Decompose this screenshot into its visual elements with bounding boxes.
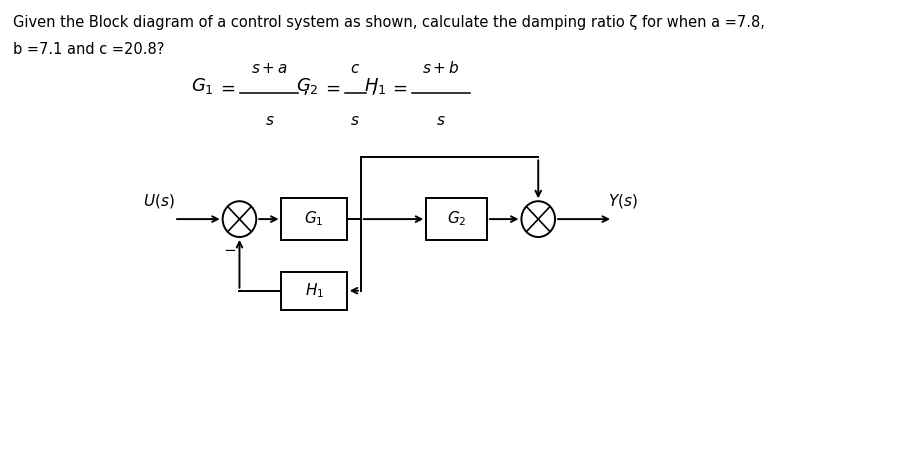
Text: $=$: $=$: [217, 79, 236, 97]
Text: $G_1$: $G_1$: [192, 76, 214, 96]
Text: $c$: $c$: [350, 61, 360, 76]
Text: $H_1$: $H_1$: [304, 282, 324, 300]
Bar: [281, 272, 347, 310]
Text: b =7.1 and c =20.8?: b =7.1 and c =20.8?: [13, 42, 164, 57]
Text: $s$: $s$: [350, 113, 360, 128]
Text: $-$: $-$: [222, 241, 236, 256]
Text: $G_2$: $G_2$: [296, 76, 319, 96]
Text: $G_2$: $G_2$: [447, 210, 467, 228]
Text: $=$: $=$: [321, 79, 340, 97]
Bar: [426, 198, 487, 240]
Text: $s$: $s$: [264, 113, 274, 128]
Text: $s$: $s$: [437, 113, 446, 128]
Text: Given the Block diagram of a control system as shown, calculate the damping rati: Given the Block diagram of a control sys…: [13, 15, 765, 30]
Text: $s + a$: $s + a$: [251, 61, 288, 76]
Text: $=$: $=$: [389, 79, 408, 97]
Text: $s + b$: $s + b$: [422, 60, 460, 76]
Text: $Y(s)$: $Y(s)$: [608, 192, 638, 210]
Bar: [281, 198, 347, 240]
Text: ,: ,: [370, 79, 376, 97]
Text: $H_1$: $H_1$: [363, 76, 386, 96]
Text: $G_1$: $G_1$: [304, 210, 324, 228]
Text: ,: ,: [303, 79, 309, 97]
Text: $U(s)$: $U(s)$: [143, 192, 175, 210]
